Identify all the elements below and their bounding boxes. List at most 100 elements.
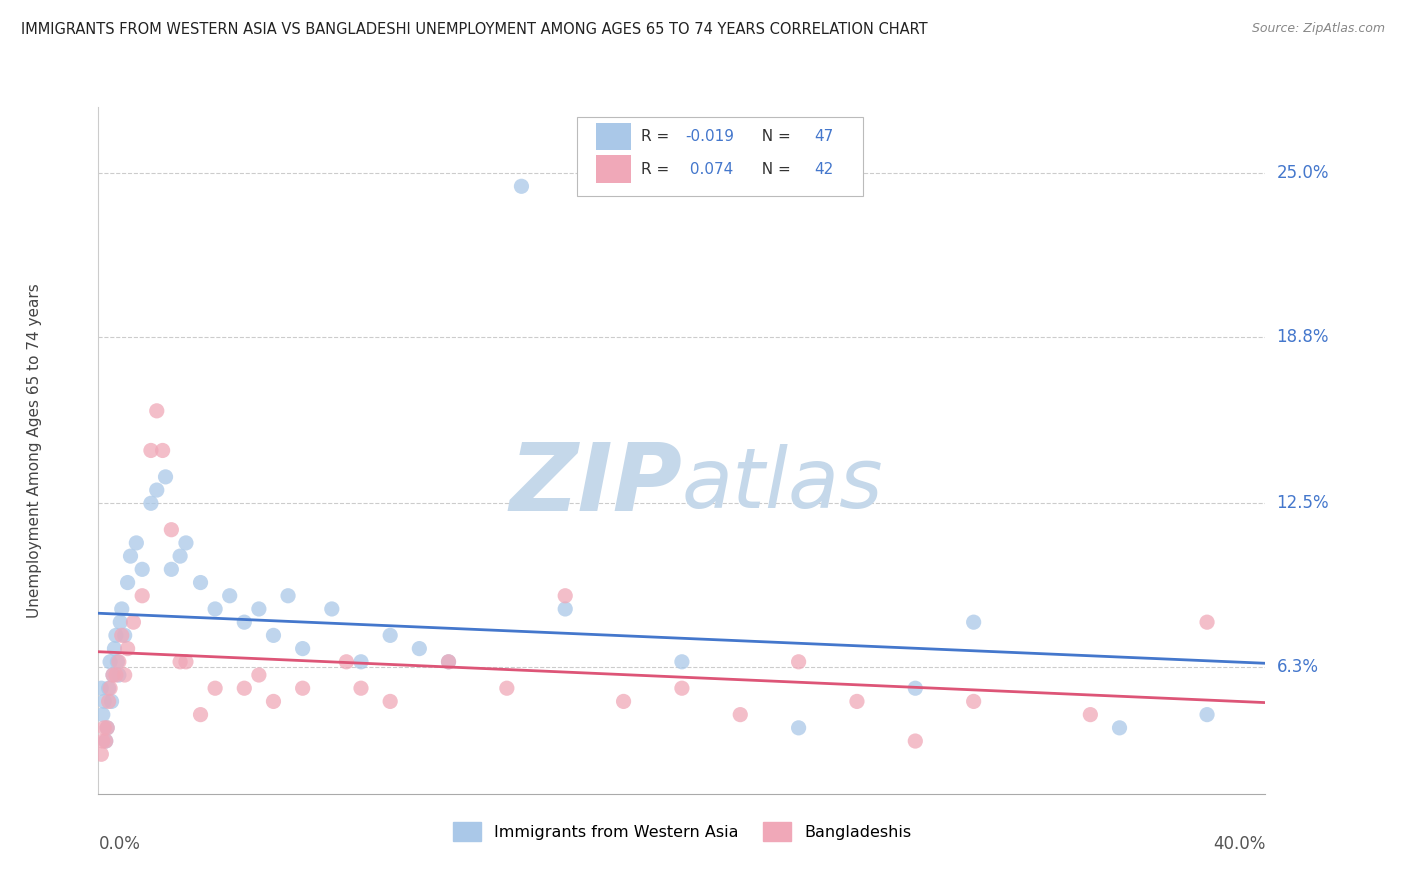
Point [554,589,576,603]
Point [117,575,139,590]
Point [91,734,114,748]
Point [160,562,183,576]
Point [125,536,148,550]
Text: 47: 47 [814,129,832,145]
Point [91,707,114,722]
Point [204,602,226,616]
Point [554,602,576,616]
Text: 42: 42 [814,161,832,177]
Point [1108,721,1130,735]
Point [321,602,343,616]
Point [110,615,132,630]
Point [613,694,636,708]
Point [233,681,256,696]
Point [90,747,112,762]
Text: IMMIGRANTS FROM WESTERN ASIA VS BANGLADESHI UNEMPLOYMENT AMONG AGES 65 TO 74 YEA: IMMIGRANTS FROM WESTERN ASIA VS BANGLADE… [21,22,928,37]
Text: 40.0%: 40.0% [1213,835,1265,853]
Point [97,694,120,708]
Point [98,681,121,696]
Text: 6.3%: 6.3% [1277,658,1319,676]
Point [101,668,124,682]
Point [93,721,115,735]
Legend: Immigrants from Western Asia, Bangladeshis: Immigrants from Western Asia, Bangladesh… [446,815,918,847]
Point [100,694,122,708]
Point [105,655,128,669]
Text: N =: N = [752,129,796,145]
Point [218,589,240,603]
Point [131,562,153,576]
Point [98,655,121,669]
Point [277,589,299,603]
Point [152,443,174,458]
Point [962,615,984,630]
Point [122,615,145,630]
Point [90,681,112,696]
Point [104,668,127,682]
Point [671,681,693,696]
Point [155,470,177,484]
Point [117,641,139,656]
Point [350,655,373,669]
Point [108,668,131,682]
Point [93,694,115,708]
Point [96,721,118,735]
Text: 12.5%: 12.5% [1277,494,1329,512]
Point [120,549,142,563]
Point [174,536,197,550]
Point [1080,707,1102,722]
Point [233,615,256,630]
Point [146,483,169,497]
Point [380,694,402,708]
Point [437,655,460,669]
Point [111,602,134,616]
Text: Source: ZipAtlas.com: Source: ZipAtlas.com [1251,22,1385,36]
FancyBboxPatch shape [576,118,863,196]
Point [510,179,533,194]
Point [114,668,136,682]
Point [139,443,162,458]
Point [101,668,124,682]
FancyBboxPatch shape [596,123,630,151]
Point [408,641,430,656]
Point [96,721,118,735]
Point [335,655,357,669]
Text: N =: N = [752,161,796,177]
Point [671,655,693,669]
Point [160,523,183,537]
Point [291,641,314,656]
Point [730,707,752,722]
Point [496,681,519,696]
Point [247,602,270,616]
Point [139,496,162,510]
Point [103,641,125,656]
Point [904,681,927,696]
FancyBboxPatch shape [596,155,630,183]
Point [263,694,285,708]
Point [131,589,153,603]
Text: 25.0%: 25.0% [1277,164,1329,182]
Point [1197,615,1219,630]
Point [190,575,212,590]
Text: Unemployment Among Ages 65 to 74 years: Unemployment Among Ages 65 to 74 years [27,283,42,618]
Text: 18.8%: 18.8% [1277,328,1329,346]
Text: R =: R = [641,129,675,145]
Point [247,668,270,682]
Point [904,734,927,748]
Point [846,694,869,708]
Text: -0.019: -0.019 [685,129,734,145]
Point [204,681,226,696]
Point [174,655,197,669]
Point [104,628,127,642]
Point [108,655,131,669]
Point [111,628,134,642]
Point [263,628,285,642]
Point [146,404,169,418]
Point [350,681,373,696]
Point [94,734,117,748]
Text: atlas: atlas [682,444,883,525]
Point [190,707,212,722]
Point [437,655,460,669]
Text: 0.0%: 0.0% [98,835,141,853]
Text: ZIP: ZIP [509,439,682,531]
Point [962,694,984,708]
